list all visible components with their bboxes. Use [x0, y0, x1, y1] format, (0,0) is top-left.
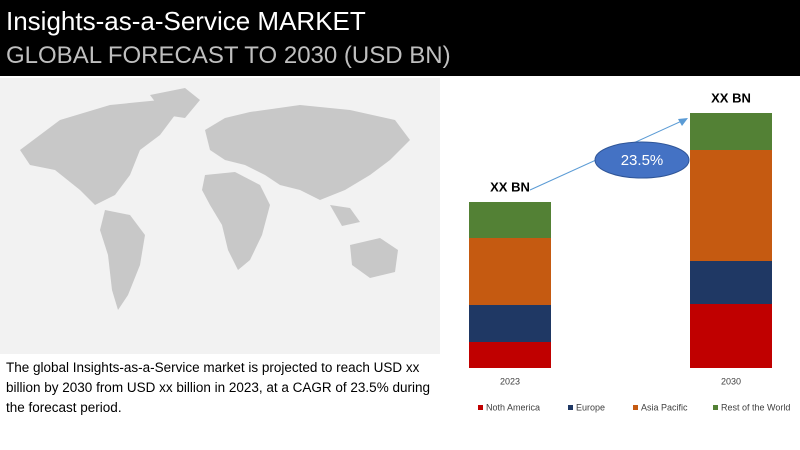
x-tick-label: 2023	[500, 376, 520, 386]
subtitle: GLOBAL FORECAST TO 2030 (USD BN)	[6, 42, 451, 69]
legend-label: Asia Pacific	[641, 402, 688, 412]
arrow-head	[678, 118, 688, 126]
title: Insights-as-a-Service MARKET	[6, 6, 366, 36]
bar-segment	[469, 238, 551, 305]
bar-segment	[469, 342, 551, 368]
total-label: XX BN	[711, 90, 751, 105]
legend-label: Noth America	[486, 402, 540, 412]
header-band: Insights-as-a-Service MARKET GLOBAL FORE…	[0, 0, 800, 76]
bar-segment	[690, 261, 772, 304]
x-tick-label: 2030	[721, 376, 741, 386]
cagr-label: 23.5%	[621, 152, 664, 169]
legend-swatch	[568, 405, 573, 410]
bar-segment	[690, 113, 772, 150]
world-map	[20, 88, 410, 310]
legend-swatch	[633, 405, 638, 410]
total-label: XX BN	[490, 179, 530, 194]
legend-label: Rest of the World	[721, 402, 790, 412]
legend-swatch	[713, 405, 718, 410]
legend-swatch	[478, 405, 483, 410]
cagr-bubble	[594, 141, 690, 179]
bar-segment	[469, 202, 551, 238]
bar-segment	[690, 304, 772, 368]
bar-segment	[469, 305, 551, 342]
description: The global Insights-as-a-Service market …	[6, 360, 430, 415]
bar-segment	[690, 150, 772, 261]
legend-label: Europe	[576, 402, 605, 412]
